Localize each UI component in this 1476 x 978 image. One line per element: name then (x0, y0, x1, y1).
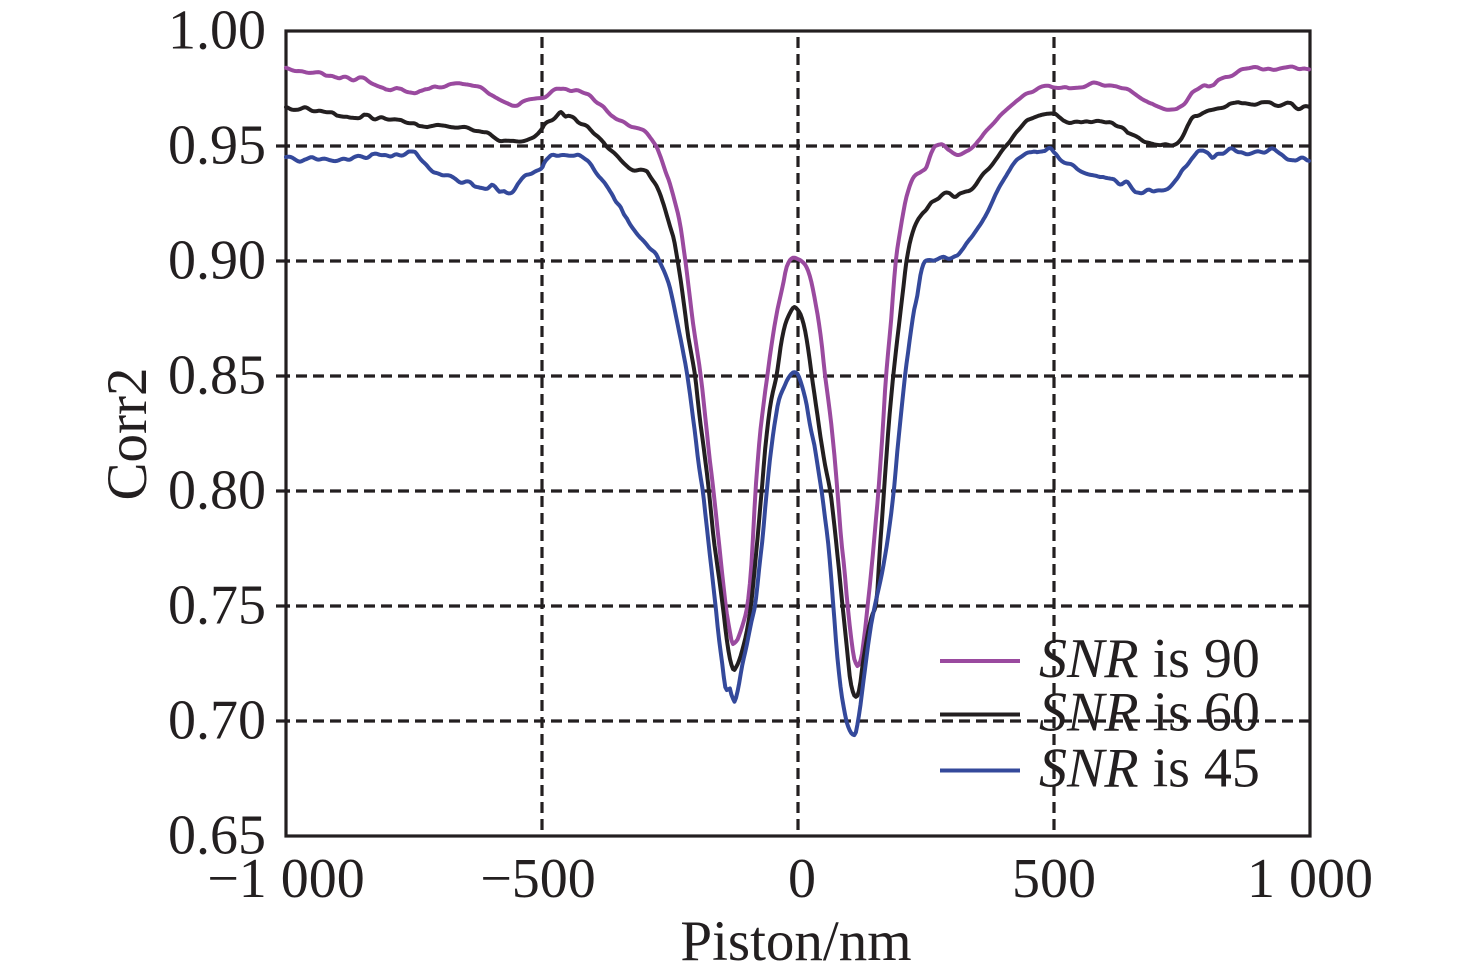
svg-text:0.95: 0.95 (168, 114, 266, 176)
svg-text:SNR is 60: SNR is 60 (1039, 682, 1260, 744)
svg-text:0.75: 0.75 (168, 574, 266, 636)
svg-text:0.85: 0.85 (168, 344, 266, 406)
svg-text:Piston/nm: Piston/nm (680, 910, 911, 973)
svg-text:SNR is 90: SNR is 90 (1039, 628, 1260, 690)
svg-text:−500: −500 (480, 848, 596, 910)
svg-text:0.65: 0.65 (168, 804, 266, 866)
svg-text:0.70: 0.70 (168, 689, 266, 751)
svg-text:SNR is 45: SNR is 45 (1039, 738, 1260, 800)
svg-text:0.90: 0.90 (168, 229, 266, 291)
svg-text:500: 500 (1012, 848, 1096, 910)
svg-text:−1 000: −1 000 (207, 848, 365, 910)
svg-text:0.80: 0.80 (168, 459, 266, 521)
svg-text:1.00: 1.00 (168, 0, 266, 61)
svg-text:1 000: 1 000 (1247, 848, 1373, 910)
svg-text:0: 0 (788, 848, 816, 910)
svg-text:Corr2: Corr2 (96, 368, 159, 501)
